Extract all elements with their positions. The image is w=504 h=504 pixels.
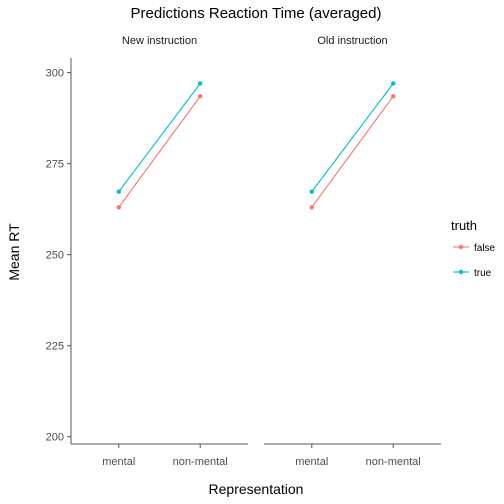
data-point-true (198, 81, 203, 86)
series-line-true (311, 83, 394, 192)
plot-area: 200 225 250 275 300 New instruction mental non-… (46, 35, 441, 468)
legend-key-point (458, 244, 464, 250)
legend-title: truth (451, 218, 477, 233)
x-tick-label: mental (102, 456, 135, 468)
data-point-false (198, 94, 203, 99)
y-tick-label: 200 (46, 432, 64, 444)
series-line-true (118, 83, 201, 192)
legend: truth false true (451, 218, 496, 279)
panel-2: Old instruction mental non-mental (264, 35, 441, 468)
x-tick-label: mental (295, 456, 328, 468)
legend-items: false true (453, 243, 496, 279)
panel-1: New instruction mental non-mental (71, 35, 248, 468)
x-axis-title: Representation (209, 481, 304, 497)
data-point-true (116, 189, 121, 194)
x-tick-label: non-mental (173, 456, 228, 468)
panel-label: Old instruction (317, 35, 387, 47)
data-point-false (116, 205, 121, 210)
y-tick-label: 275 (46, 159, 64, 171)
chart-title: Predictions Reaction Time (averaged) (131, 5, 382, 22)
legend-label: false (474, 243, 496, 254)
y-tick-label: 225 (46, 341, 64, 353)
legend-key-point (458, 269, 464, 275)
data-point-true (309, 189, 314, 194)
panel-label: New instruction (122, 35, 197, 47)
legend-label: true (474, 268, 492, 279)
data-point-false (309, 205, 314, 210)
data-point-true (391, 81, 396, 86)
series-line-false (118, 95, 201, 208)
y-tick-label: 300 (46, 68, 64, 80)
data-point-false (391, 94, 396, 99)
y-tick-label: 250 (46, 250, 64, 262)
x-tick-label: non-mental (366, 456, 421, 468)
series-line-false (311, 95, 394, 208)
y-axis-title: Mean RT (6, 223, 22, 281)
